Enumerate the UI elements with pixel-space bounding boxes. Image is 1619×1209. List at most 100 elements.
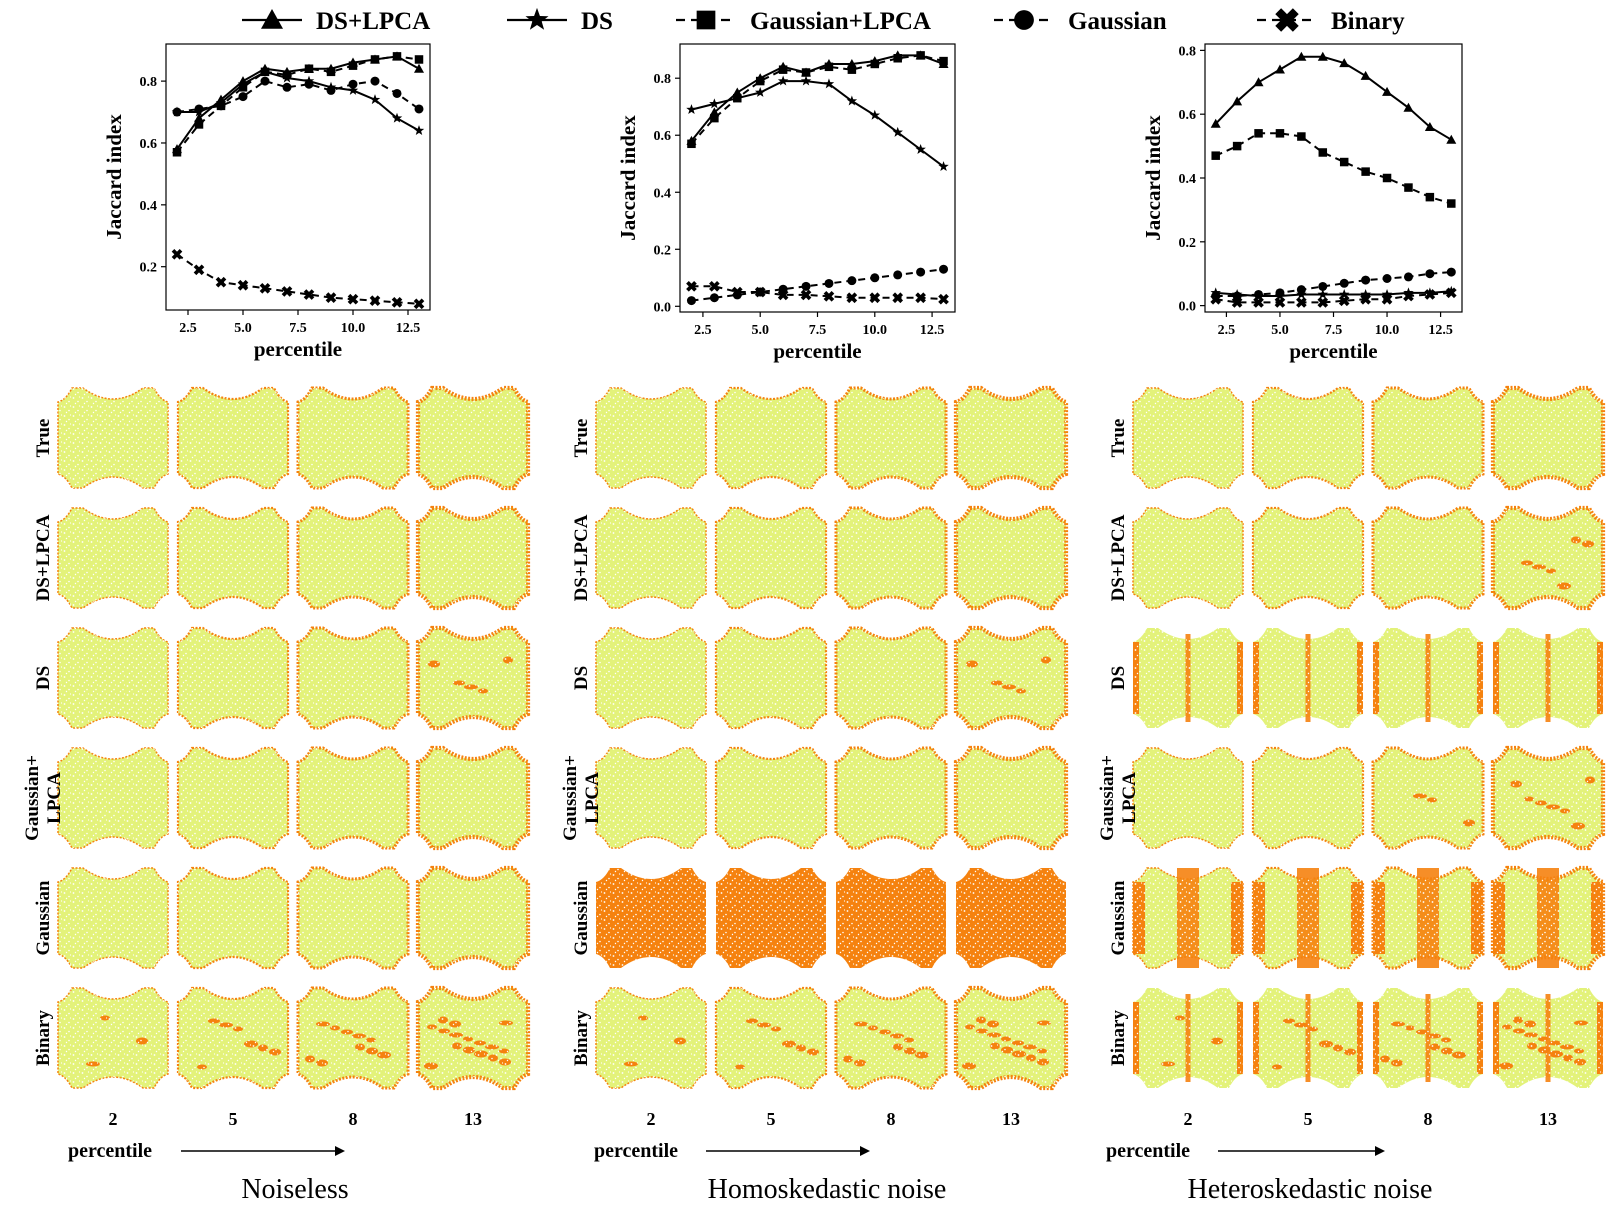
tile-speckle	[956, 988, 1066, 1088]
row-label: Gaussian+ LPCA	[560, 755, 603, 841]
tile-speckle	[1373, 988, 1483, 1088]
row-label-text: DS+LPCA	[571, 514, 592, 601]
data-point	[1274, 297, 1286, 308]
data-point	[1403, 272, 1413, 282]
data-point	[1404, 183, 1413, 192]
data-point	[1231, 297, 1243, 308]
data-point	[414, 55, 424, 64]
x-tick-label: 10.0	[341, 321, 366, 336]
row-label: DS+LPCA	[1108, 514, 1129, 601]
tile-speckle	[1373, 508, 1483, 608]
row-label: Gaussian	[571, 880, 592, 955]
tile-speckle	[1253, 988, 1363, 1088]
data-point	[370, 76, 380, 86]
data-point	[846, 95, 858, 106]
data-point	[194, 120, 204, 129]
mask-tile	[834, 986, 948, 1090]
grid-panel-hetero: True DS+LPCA DS Gaussian+ LPCA Gaussian Binary…	[1097, 385, 1606, 1205]
series-line	[1215, 290, 1452, 297]
tile-speckle	[58, 388, 168, 488]
series-gaussian	[172, 76, 424, 117]
data-point	[369, 94, 381, 105]
data-point	[801, 281, 811, 291]
row-label-text: Binary	[33, 1010, 54, 1066]
tile-speckle	[418, 988, 528, 1088]
data-point	[801, 68, 811, 77]
mask-tile	[1493, 988, 1603, 1088]
series-ds	[171, 66, 425, 136]
tile-speckle	[956, 628, 1066, 728]
column-label: 2	[647, 1109, 656, 1129]
data-point	[414, 63, 424, 73]
legend-entry-gaussian-lpca: Gaussian+LPCA	[676, 8, 931, 35]
tile-speckle	[418, 508, 528, 608]
mask-tile	[834, 746, 948, 850]
tile-speckle	[418, 868, 528, 968]
data-point	[1296, 297, 1307, 308]
grid-panel-homo: True DS+LPCA DS Gaussian+ LPCA Gaussian Binary…	[560, 385, 1069, 1205]
data-point	[172, 107, 182, 117]
row-label-text: Gaussian	[1108, 880, 1129, 955]
data-point	[1338, 288, 1350, 299]
tile-speckle	[596, 508, 706, 608]
series-binary	[1210, 287, 1457, 308]
data-point	[939, 264, 949, 274]
data-point	[892, 126, 903, 137]
data-point	[391, 112, 403, 123]
mask-tile	[716, 868, 826, 968]
data-point	[282, 82, 292, 92]
data-point	[1382, 274, 1392, 283]
data-point	[731, 286, 743, 298]
data-point	[1361, 275, 1371, 285]
data-point	[414, 104, 424, 114]
tile-speckle	[1253, 628, 1363, 728]
column-label: 2	[1184, 1109, 1193, 1129]
tile-speckle	[1493, 988, 1603, 1088]
panel-title: Heteroskedastic noise	[1188, 1174, 1433, 1205]
mask-tile	[176, 386, 290, 490]
data-point	[800, 75, 812, 86]
x-tick-label: 7.5	[1325, 323, 1343, 338]
legend-marker-star-icon	[525, 7, 549, 30]
series-ds	[686, 75, 949, 172]
tile-speckle	[716, 748, 826, 848]
data-point	[823, 290, 835, 302]
mask-tile	[1490, 385, 1606, 491]
x-tick-label: 7.5	[809, 323, 827, 338]
data-point	[1382, 173, 1392, 183]
mask-tile	[415, 745, 531, 851]
data-point	[733, 93, 742, 103]
mask-tile	[1371, 506, 1485, 610]
row-label-text: True	[1108, 419, 1129, 458]
legend-label: DS+LPCA	[316, 8, 430, 35]
tile-speckle	[716, 388, 826, 488]
tile-speckle	[1373, 628, 1483, 728]
row-label-text: DS+LPCA	[33, 514, 54, 601]
data-point	[1424, 289, 1436, 300]
row-label: Gaussian	[1108, 880, 1129, 955]
data-point	[193, 264, 205, 276]
mask-tile	[953, 505, 1069, 611]
mask-tile	[956, 868, 1066, 968]
data-point	[870, 59, 880, 69]
column-label: 13	[464, 1109, 482, 1129]
mask-tile	[176, 746, 290, 850]
tile-speckle	[596, 748, 706, 848]
tile-speckle	[58, 508, 168, 608]
tile-speckle	[178, 628, 288, 728]
column-label: 13	[1539, 1109, 1557, 1129]
tile-speckle	[956, 868, 1066, 968]
data-point	[369, 295, 381, 307]
data-point	[392, 88, 402, 98]
mask-tile	[415, 385, 531, 491]
legend-label: Binary	[1331, 8, 1405, 35]
series-line	[691, 285, 944, 301]
data-point	[1317, 51, 1328, 61]
mask-tile	[1371, 866, 1485, 970]
y-axis-label: Jaccard index	[102, 114, 126, 240]
row-label: Binary	[571, 1010, 592, 1066]
series-gaussian-lpca	[1211, 129, 1456, 208]
y-tick-label: 0.6	[140, 137, 158, 152]
